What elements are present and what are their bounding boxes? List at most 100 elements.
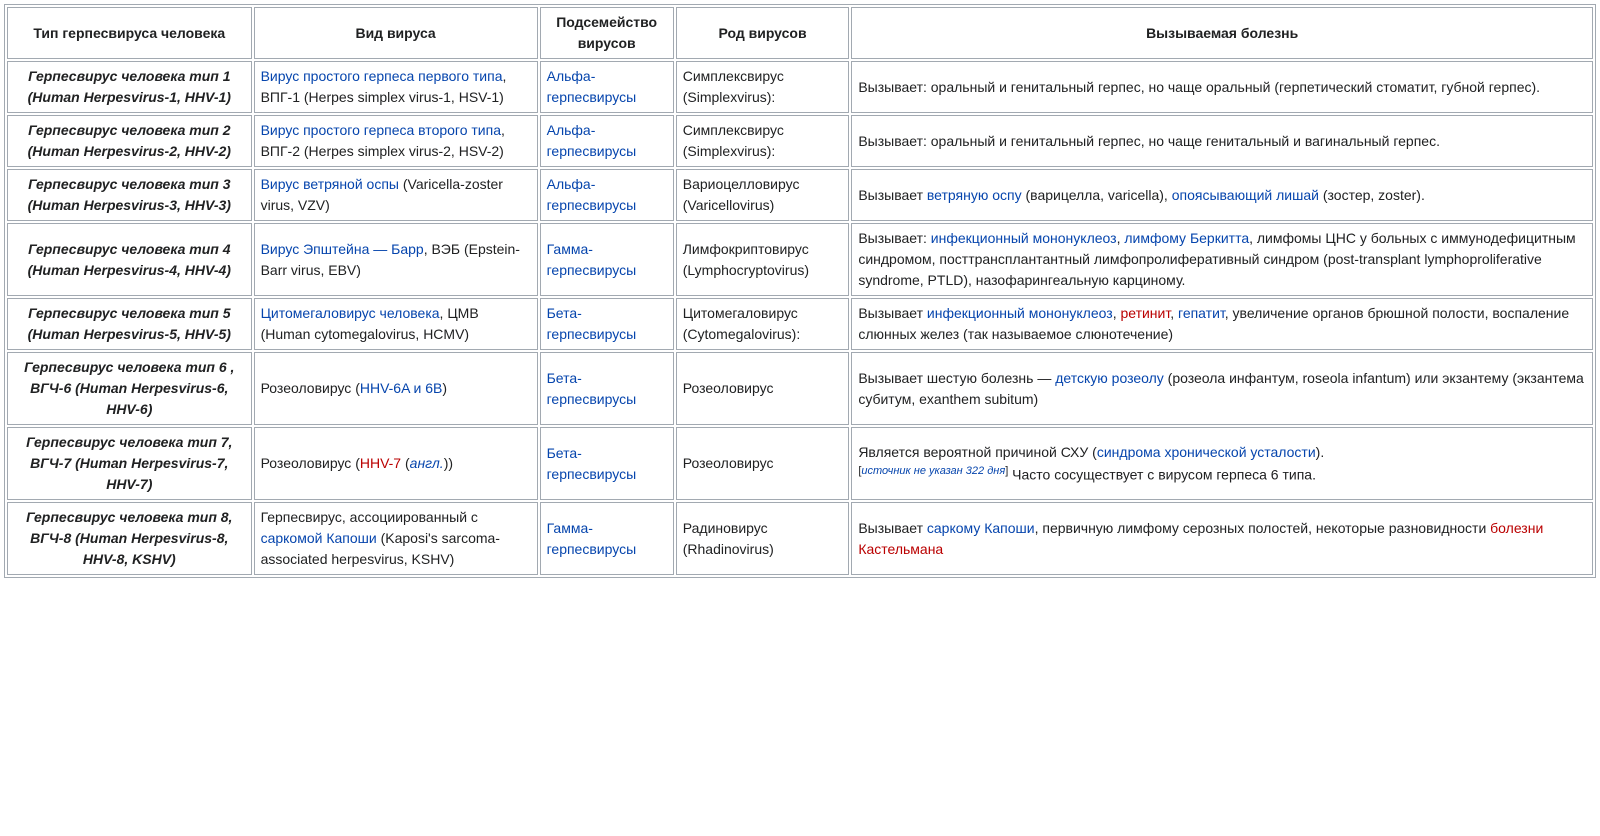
virus-disease: Вызывает саркому Капоши, первичную лимфо… <box>851 502 1593 575</box>
virus-genus: Розеоловирус <box>676 352 850 425</box>
text: Розеоловирус <box>683 380 774 396</box>
wikilink[interactable]: Вирус Эпштейна — Барр <box>261 241 424 257</box>
wikilink[interactable]: Альфа-герпесвирусы <box>547 122 637 159</box>
wikilink[interactable]: ветряную оспу <box>927 187 1022 203</box>
text: Розеоловирус ( <box>261 455 360 471</box>
text: Вызывает: <box>858 230 930 246</box>
virus-disease: Является вероятной причиной СХУ (синдром… <box>851 427 1593 500</box>
wikilink[interactable]: синдрома хронической усталости <box>1097 444 1316 460</box>
wikilink[interactable]: Бета-герпесвирусы <box>547 305 637 342</box>
wikilink[interactable]: саркомой Капоши <box>261 530 377 546</box>
virus-subfamily: Гамма-герпесвирусы <box>540 502 674 575</box>
virus-disease: Вызывает шестую болезнь — детскую розеол… <box>851 352 1593 425</box>
virus-disease: Вызывает: оральный и генитальный герпес,… <box>851 115 1593 167</box>
wikilink[interactable]: Вирус ветряной оспы <box>261 176 399 192</box>
redlink[interactable]: HHV-7 <box>360 455 401 471</box>
table-row: Герпесвирус человека тип 2 (Human Herpes… <box>7 115 1593 167</box>
text: Лимфокриптовирус (Lymphocryptovirus) <box>683 241 809 278</box>
text: Розеоловирус ( <box>261 380 360 396</box>
text: Симплексвирус (Simplexvirus): <box>683 68 784 105</box>
col-header-2: Подсемейство вирусов <box>540 7 674 59</box>
text: ) <box>442 380 447 396</box>
wikilink[interactable]: Гамма-герпесвирусы <box>547 520 637 557</box>
text: ( <box>401 455 410 471</box>
text: Является вероятной причиной СХУ ( <box>858 444 1097 460</box>
text: (зостер, zoster). <box>1319 187 1425 203</box>
virus-genus: Радиновирус (Rhadinovirus) <box>676 502 850 575</box>
wikilink[interactable]: Альфа-герпесвирусы <box>547 176 637 213</box>
virus-genus: Лимфокриптовирус (Lymphocryptovirus) <box>676 223 850 296</box>
wikilink[interactable]: саркому Капоши <box>927 520 1035 536</box>
virus-type: Герпесвирус человека тип 8, ВГЧ-8 (Human… <box>7 502 252 575</box>
text: Вызывает <box>858 520 927 536</box>
virus-type: Герпесвирус человека тип 4 (Human Herpes… <box>7 223 252 296</box>
text: , <box>1170 305 1178 321</box>
col-header-1: Вид вируса <box>254 7 538 59</box>
wikilink[interactable]: Бета-герпесвирусы <box>547 370 637 407</box>
wikilink[interactable]: опоясывающий лишай <box>1172 187 1319 203</box>
table-row: Герпесвирус человека тип 7, ВГЧ-7 (Human… <box>7 427 1593 500</box>
virus-subfamily: Альфа-герпесвирусы <box>540 61 674 113</box>
virus-species: Розеоловирус (HHV-6A и 6B) <box>254 352 538 425</box>
wikilink[interactable]: гепатит <box>1178 305 1225 321</box>
text: Вызывает: оральный и генитальный герпес,… <box>858 133 1440 149</box>
virus-subfamily: Альфа-герпесвирусы <box>540 115 674 167</box>
col-header-4: Вызываемая болезнь <box>851 7 1593 59</box>
wikilink[interactable]: детскую розеолу <box>1055 370 1164 386</box>
virus-type: Герпесвирус человека тип 6 , ВГЧ-6 (Huma… <box>7 352 252 425</box>
virus-disease: Вызывает: оральный и генитальный герпес,… <box>851 61 1593 113</box>
virus-type: Герпесвирус человека тип 1 (Human Herpes… <box>7 61 252 113</box>
table-header: Тип герпесвируса человекаВид вирусаПодсе… <box>7 7 1593 59</box>
virus-genus: Симплексвирус (Simplexvirus): <box>676 115 850 167</box>
virus-species: Вирус простого герпеса второго типа, ВПГ… <box>254 115 538 167</box>
table-row: Герпесвирус человека тип 6 , ВГЧ-6 (Huma… <box>7 352 1593 425</box>
text: )) <box>444 455 453 471</box>
virus-genus: Цитомегаловирус (Cytomegalovirus): <box>676 298 850 350</box>
wikilink[interactable]: Цитомегаловирус человека <box>261 305 440 321</box>
table-row: Герпесвирус человека тип 3 (Human Herpes… <box>7 169 1593 221</box>
wikilink[interactable]: Бета-герпесвирусы <box>547 445 637 482</box>
wikilink[interactable]: Вирус простого герпеса первого типа <box>261 68 503 84</box>
virus-disease: Вызывает ветряную оспу (варицелла, varic… <box>851 169 1593 221</box>
wikilink[interactable]: англ. <box>410 455 444 471</box>
virus-disease: Вызывает: инфекционный мононуклеоз, лимф… <box>851 223 1593 296</box>
table-row: Герпесвирус человека тип 8, ВГЧ-8 (Human… <box>7 502 1593 575</box>
virus-genus: Розеоловирус <box>676 427 850 500</box>
source-note[interactable]: [источник не указан 322 дня] <box>858 465 1008 477</box>
virus-species: Розеоловирус (HHV-7 (англ.)) <box>254 427 538 500</box>
wikilink[interactable]: Гамма-герпесвирусы <box>547 241 637 278</box>
virus-subfamily: Бета-герпесвирусы <box>540 352 674 425</box>
wikilink[interactable]: инфекционный мононуклеоз <box>931 230 1117 246</box>
wikilink[interactable]: инфекционный мононуклеоз <box>927 305 1113 321</box>
wikilink[interactable]: Альфа-герпесвирусы <box>547 68 637 105</box>
virus-type: Герпесвирус человека тип 2 (Human Herpes… <box>7 115 252 167</box>
text: Вызывает шестую болезнь — <box>858 370 1055 386</box>
wikilink[interactable]: Вирус простого герпеса второго типа <box>261 122 501 138</box>
virus-disease: Вызывает инфекционный мононуклеоз, ретин… <box>851 298 1593 350</box>
wikilink[interactable]: HHV-6A и 6B <box>360 380 443 396</box>
virus-species: Вирус простого герпеса первого типа, ВПГ… <box>254 61 538 113</box>
text: (варицелла, varicella), <box>1022 187 1172 203</box>
table-body: Герпесвирус человека тип 1 (Human Herpes… <box>7 61 1593 575</box>
table-row: Герпесвирус человека тип 1 (Human Herpes… <box>7 61 1593 113</box>
virus-species: Цитомегаловирус человека, ЦМВ (Human cyt… <box>254 298 538 350</box>
table-row: Герпесвирус человека тип 5 (Human Herpes… <box>7 298 1593 350</box>
virus-genus: Вариоцелловирус (Varicellovirus) <box>676 169 850 221</box>
text: ). <box>1316 444 1325 460</box>
col-header-0: Тип герпесвируса человека <box>7 7 252 59</box>
text: Вызывает <box>858 187 927 203</box>
text: Симплексвирус (Simplexvirus): <box>683 122 784 159</box>
virus-genus: Симплексвирус (Simplexvirus): <box>676 61 850 113</box>
virus-subfamily: Бета-герпесвирусы <box>540 427 674 500</box>
text: , первичную лимфому серозных полостей, н… <box>1035 520 1491 536</box>
text: Радиновирус (Rhadinovirus) <box>683 520 774 557</box>
virus-subfamily: Бета-герпесвирусы <box>540 298 674 350</box>
redlink[interactable]: ретинит <box>1120 305 1170 321</box>
virus-species: Вирус ветряной оспы (Varicella-zoster vi… <box>254 169 538 221</box>
text: Часто сосуществует с вирусом герпеса 6 т… <box>1008 466 1316 482</box>
table-row: Герпесвирус человека тип 4 (Human Herpes… <box>7 223 1593 296</box>
virus-type: Герпесвирус человека тип 5 (Human Herpes… <box>7 298 252 350</box>
text: Вызывает <box>858 305 927 321</box>
wikilink[interactable]: лимфому Беркитта <box>1124 230 1249 246</box>
virus-species: Герпесвирус, ассоциированный с саркомой … <box>254 502 538 575</box>
